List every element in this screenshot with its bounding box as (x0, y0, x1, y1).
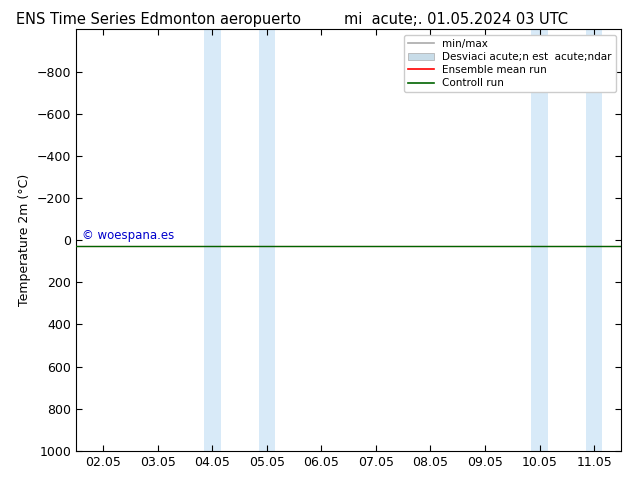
Text: mi  acute;. 01.05.2024 03 UTC: mi acute;. 01.05.2024 03 UTC (344, 12, 569, 27)
Y-axis label: Temperature 2m (°C): Temperature 2m (°C) (18, 174, 31, 306)
Legend: min/max, Desviaci acute;n est  acute;ndar, Ensemble mean run, Controll run: min/max, Desviaci acute;n est acute;ndar… (404, 35, 616, 92)
Bar (586, 29, 602, 451)
Bar (531, 29, 548, 451)
Bar (259, 29, 275, 451)
Text: ENS Time Series Edmonton aeropuerto: ENS Time Series Edmonton aeropuerto (16, 12, 301, 27)
Bar (204, 29, 221, 451)
Text: © woespana.es: © woespana.es (82, 229, 174, 242)
